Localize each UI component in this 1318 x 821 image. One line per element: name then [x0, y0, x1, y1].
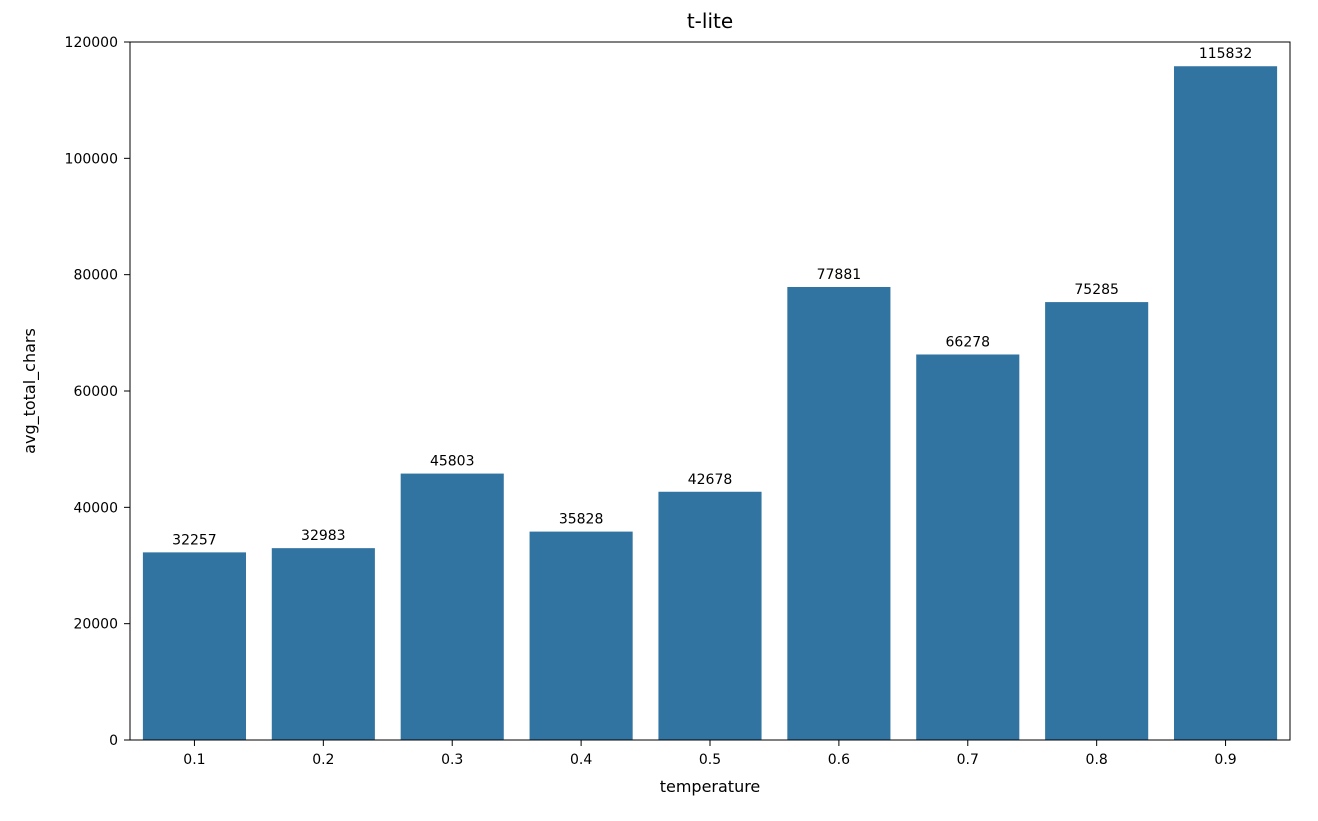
x-tick-label: 0.5: [699, 752, 721, 768]
bar-chart: 32257 32983 45803 35828 42678 77881 66278 75285…: [0, 0, 1318, 821]
bar: [143, 552, 246, 740]
bar-value-label: 35828: [559, 512, 604, 528]
y-axis-title: avg_total_chars: [20, 328, 40, 454]
bar-value-label: 75285: [1074, 282, 1119, 298]
x-tick-label: 0.6: [828, 752, 850, 768]
chart-title: t-lite: [687, 9, 733, 33]
bar-value-label: 45803: [430, 454, 475, 470]
x-tick-label: 0.8: [1086, 752, 1108, 768]
bar-value-label: 115832: [1199, 46, 1252, 62]
bar: [401, 474, 504, 740]
y-tick-label: 120000: [65, 35, 118, 51]
y-tick-label: 20000: [73, 617, 118, 633]
bar: [1045, 302, 1148, 740]
bar-value-label: 32257: [172, 532, 217, 548]
bar: [1174, 66, 1277, 740]
y-tick-label: 0: [109, 733, 118, 749]
x-tick-label: 0.2: [312, 752, 334, 768]
bar-value-label: 42678: [688, 472, 733, 488]
bar: [272, 548, 375, 740]
bar: [530, 532, 633, 740]
bar: [787, 287, 890, 740]
x-tick-label: 0.4: [570, 752, 592, 768]
bar-value-label: 32983: [301, 528, 346, 544]
bar-value-label: 66278: [946, 334, 991, 350]
bar-value-label: 77881: [817, 267, 862, 283]
y-tick-label: 100000: [65, 151, 118, 167]
x-tick-label: 0.1: [183, 752, 205, 768]
bar: [658, 492, 761, 740]
y-tick-label: 60000: [73, 384, 118, 400]
chart-svg: 32257 32983 45803 35828 42678 77881 66278 75285…: [0, 0, 1318, 821]
x-axis-title: temperature: [660, 777, 761, 796]
bar: [916, 354, 1019, 740]
x-tick-label: 0.3: [441, 752, 463, 768]
x-tick-label: 0.7: [957, 752, 979, 768]
y-tick-label: 80000: [73, 268, 118, 284]
x-tick-label: 0.9: [1214, 752, 1236, 768]
y-tick-label: 40000: [73, 500, 118, 516]
